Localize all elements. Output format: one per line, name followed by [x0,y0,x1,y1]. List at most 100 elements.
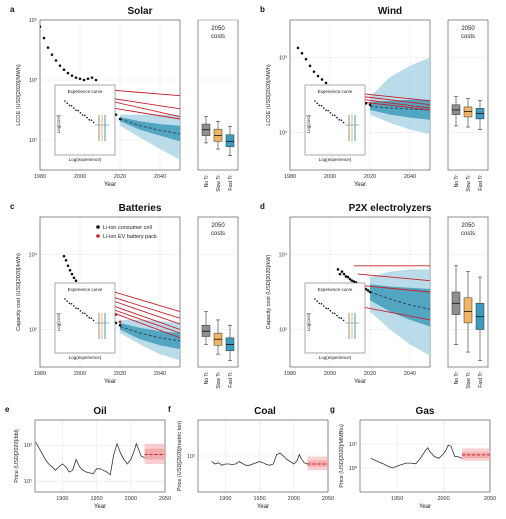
observed-point [324,81,328,85]
panel-title: P2X electrolyzers [349,203,432,214]
x-axis-label: Year [354,182,366,188]
x-tick-label: 1980 [34,174,46,180]
experience-curve-inset: Experience curve Log(experience) Log(cost) [54,84,116,162]
inset-point [314,298,316,300]
boxplot-2050-panel: 2050 costs No Tr. Slow Tr. Fast Tr. [447,216,489,389]
inset-xlabel: Log(experience) [69,355,102,360]
box-label: No Tr. [454,174,460,187]
forecast-median [369,291,430,310]
plot-frame [39,19,181,171]
panel-f: 1900 1950 2000 2050 10² Year Price (USD[2020]/… [168,405,334,510]
costs-2050-label: costs [211,231,225,237]
inset-point [336,116,338,119]
inset-point [334,114,336,117]
inset-point [340,119,343,121]
x-tick-label: 2020 [114,174,126,180]
inset-point [329,112,332,114]
box-iqr [225,134,235,147]
box-label: No Tr. [454,371,460,384]
panel-d: 1980 2000 2020 2040 10² 10⁴ Year Capacity cost … [260,202,489,389]
x-tick-label: 2000 [288,496,300,502]
x-axis-label: Year [104,182,116,188]
inset-point [318,104,321,107]
inset-point [331,312,334,314]
observed-point [118,117,122,121]
panel-title: Batteries [119,203,162,214]
inset-point [88,317,90,319]
experience-curve-inset: Experience curve Log(experience) Log(cost) [304,84,366,162]
observed-point [58,64,62,67]
red-projection-line [109,311,180,339]
panel-letter: e [5,405,10,414]
x-tick-label: 1900 [219,496,231,502]
red-projection-line [361,306,430,321]
box-label: Slow Tr. [466,174,472,192]
x-tick-label: 2000 [437,496,449,502]
panel-title: Wind [378,6,402,17]
inset-point [90,119,93,121]
costs-2050-label: costs [461,231,475,237]
observed-point [364,287,368,291]
red-projection-line [361,101,430,111]
red-projection-line [103,297,180,325]
inset-point [79,310,82,312]
observed-point [94,78,98,82]
forecast-band-inner [120,322,180,350]
forecast-median [369,105,430,111]
red-projection-line [107,307,180,334]
inset-point [88,119,90,121]
panel-a: 1980 2000 2020 2040 10¹ 10³ 10⁵ Year LCOE (USD[2… [10,5,239,192]
observed-point [66,264,70,268]
x-axis-label: Year [104,379,116,385]
panel-letter: b [260,5,265,14]
inset-point [66,300,68,303]
observed-point [352,280,356,283]
observed-point [70,272,74,276]
inset-ylabel: Log(cost) [306,312,311,331]
inset-point [316,102,319,104]
forecast-band-inner [120,117,180,142]
plot-area [40,25,180,160]
inset-ylabel: Log(cost) [56,114,61,133]
observed-point [338,272,342,276]
x-tick-label: 1950 [391,496,403,502]
observed-point [320,78,324,81]
observed-price-line [211,452,308,466]
box-label: Slow Tr. [466,371,472,389]
y-tick-label: 10² [29,328,37,334]
y-tick-label: 10³ [279,56,287,62]
legend-label: Li-ion EV battery pack [103,234,157,240]
panel-letter: d [260,202,265,211]
inset-point [336,314,338,317]
inset-ylabel: Log(cost) [56,312,61,331]
box-label: Fast Tr. [228,174,234,191]
observed-point [304,57,308,61]
inset-title: Experience curve [68,89,103,94]
x-tick-label: 2040 [404,371,416,377]
inset-point [86,116,88,119]
inset-title: Experience curve [318,89,353,94]
x-tick-label: 2050 [322,496,334,502]
observed-point [296,46,300,50]
observed-point [54,59,58,62]
y-tick-label: 10² [24,443,32,449]
boxplot-frame [447,216,489,368]
plot-area [35,442,165,476]
y-axis-label: Price (USD[2020]/MMBtu) [339,424,345,488]
inset-frame [54,282,116,354]
y-tick-label: 10⁰ [349,465,358,472]
inset-point [90,317,93,320]
inset-point [325,109,327,111]
inset-point [73,305,75,307]
x-tick-label: 2040 [154,174,166,180]
observed-point [368,290,372,294]
observed-point [346,275,350,279]
x-tick-label: 2020 [114,371,126,377]
inset-point [81,312,84,314]
observed-point [86,77,90,81]
observed-point [118,323,122,327]
y-axis-label: LCOE (USD[2020]/MWh) [266,64,272,126]
inset-point [340,317,343,320]
observed-point [42,36,46,40]
